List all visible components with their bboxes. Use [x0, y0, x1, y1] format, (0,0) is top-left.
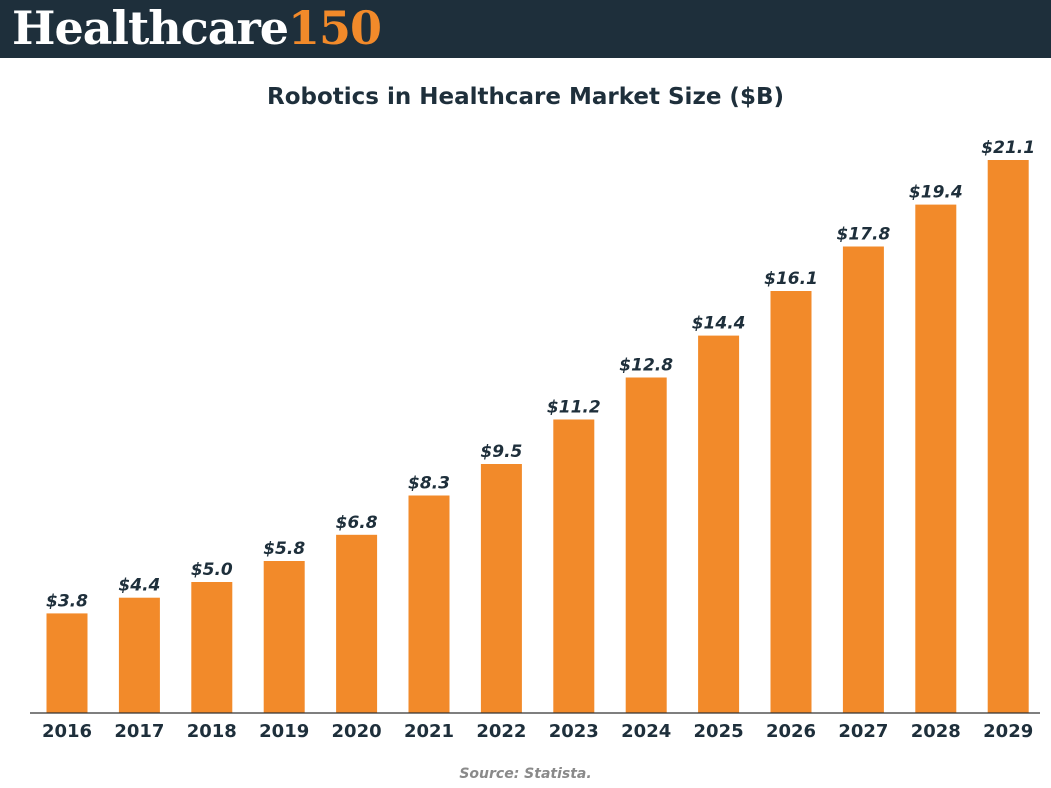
data-label-2022: $9.5 — [480, 442, 522, 462]
x-tick-label-2017: 2017 — [114, 721, 164, 742]
data-label-2029: $21.1 — [981, 138, 1035, 158]
data-label-2016: $3.8 — [46, 591, 88, 611]
bar-2021 — [408, 495, 450, 713]
healthcare150-logo[interactable]: Healthcare150 — [12, 1, 382, 55]
data-label-2028: $19.4 — [909, 183, 963, 203]
bar-2022 — [480, 464, 522, 713]
bar-2028 — [915, 204, 957, 713]
data-label-2024: $12.8 — [619, 356, 673, 376]
data-label-2023: $11.2 — [547, 398, 601, 418]
bar-2019 — [263, 561, 305, 713]
data-label-2019: $5.8 — [263, 539, 305, 559]
bar-2029 — [987, 160, 1029, 713]
header-bar: Healthcare150 — [0, 0, 1051, 58]
bar-2023 — [553, 419, 595, 713]
bar-2024 — [625, 377, 667, 713]
x-tick-label-2020: 2020 — [332, 721, 382, 742]
x-tick-label-2019: 2019 — [259, 721, 309, 742]
x-tick-label-2022: 2022 — [476, 721, 526, 742]
x-tick-label-2018: 2018 — [187, 721, 237, 742]
bar-2026 — [770, 291, 812, 713]
x-tick-label-2028: 2028 — [911, 721, 961, 742]
bar-2016 — [46, 613, 88, 713]
source-note: Source: Statista. — [459, 766, 592, 782]
x-tick-label-2025: 2025 — [694, 721, 744, 742]
bar-2018 — [191, 582, 233, 713]
bar-2020 — [336, 534, 378, 713]
data-label-2017: $4.4 — [118, 576, 160, 596]
x-tick-label-2016: 2016 — [42, 721, 92, 742]
data-label-2026: $16.1 — [764, 269, 818, 289]
data-label-2020: $6.8 — [336, 513, 378, 533]
bar-2025 — [698, 335, 740, 713]
logo-number: 150 — [288, 1, 382, 55]
data-label-2025: $14.4 — [692, 314, 746, 334]
bar-2017 — [118, 597, 160, 713]
x-tick-label-2023: 2023 — [549, 721, 599, 742]
data-label-2018: $5.0 — [191, 560, 233, 580]
x-tick-label-2021: 2021 — [404, 721, 454, 742]
x-tick-label-2029: 2029 — [983, 721, 1033, 742]
logo-word: Healthcare — [12, 1, 289, 55]
data-label-2027: $17.8 — [837, 225, 891, 245]
x-tick-label-2026: 2026 — [766, 721, 816, 742]
chart-title: Robotics in Healthcare Market Size ($B) — [266, 84, 784, 110]
bar-2027 — [842, 246, 884, 713]
x-tick-label-2024: 2024 — [621, 721, 671, 742]
x-tick-label-2027: 2027 — [838, 721, 888, 742]
data-label-2021: $8.3 — [408, 474, 450, 494]
